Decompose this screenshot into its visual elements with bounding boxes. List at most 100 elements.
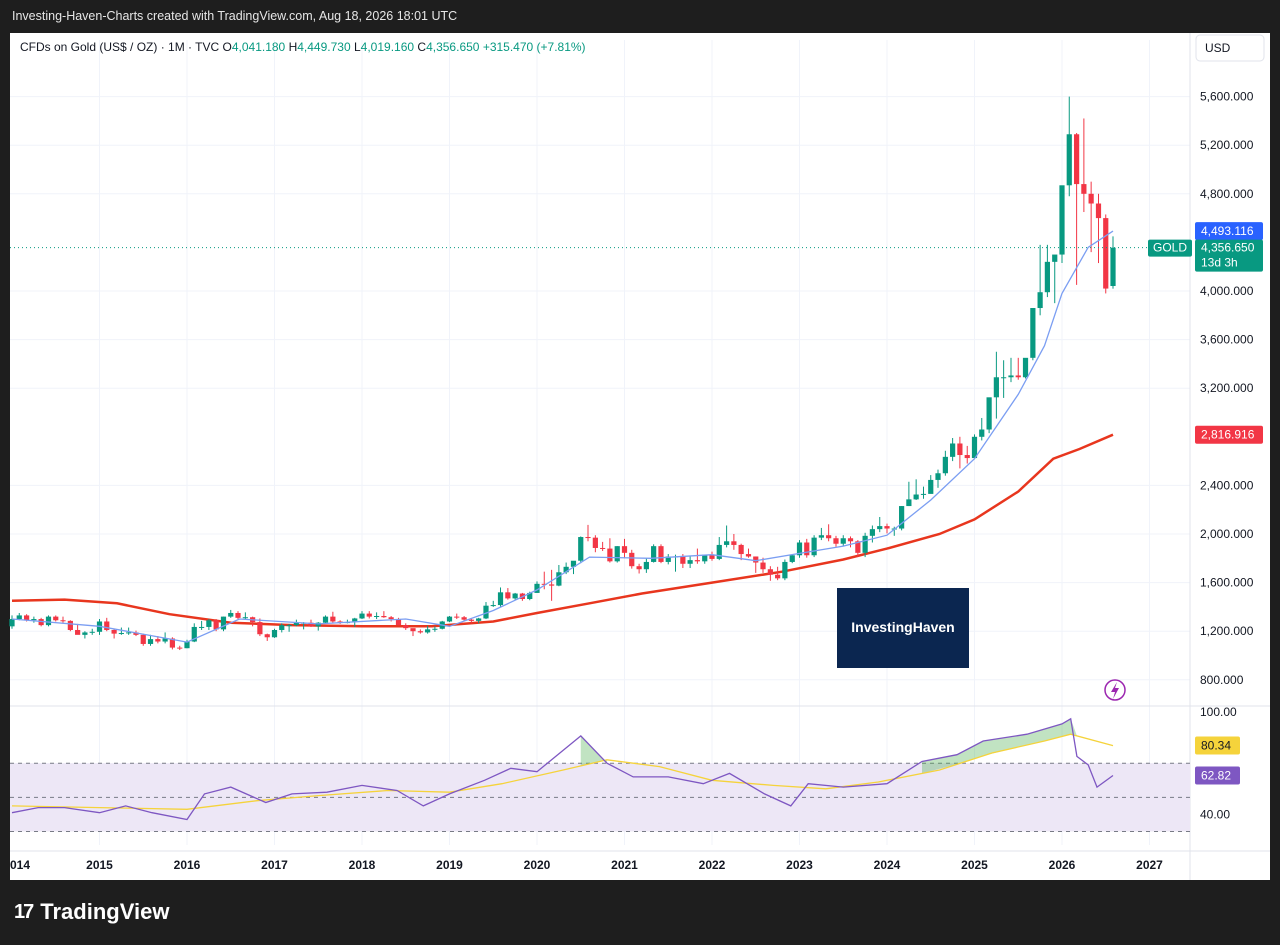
candle[interactable]: [322, 615, 329, 624]
candle[interactable]: [242, 612, 248, 620]
candle[interactable]: [1081, 118, 1087, 213]
candle[interactable]: [636, 563, 642, 574]
candle[interactable]: [468, 618, 474, 624]
candle[interactable]: [957, 436, 963, 469]
candle[interactable]: [818, 527, 824, 541]
candle[interactable]: [454, 613, 460, 620]
investinghaven-watermark[interactable]: InvestingHaven: [837, 588, 969, 668]
candle[interactable]: [643, 558, 649, 573]
candle[interactable]: [53, 615, 59, 622]
candle[interactable]: [760, 557, 766, 573]
candle[interactable]: [1066, 96, 1072, 197]
candle[interactable]: [250, 616, 256, 627]
tradingview-logo[interactable]: 17 TradingView: [14, 899, 169, 925]
candle[interactable]: [709, 551, 715, 561]
candle[interactable]: [1037, 244, 1043, 316]
candle[interactable]: [490, 600, 496, 607]
candle[interactable]: [738, 543, 744, 561]
candle[interactable]: [658, 544, 664, 564]
candle[interactable]: [745, 548, 752, 558]
candle[interactable]: [228, 609, 234, 618]
candle[interactable]: [1110, 236, 1116, 289]
candle[interactable]: [432, 626, 438, 632]
candle[interactable]: [147, 634, 154, 646]
candle[interactable]: [804, 538, 810, 558]
candle[interactable]: [82, 631, 88, 639]
candle[interactable]: [417, 629, 423, 634]
candle[interactable]: [235, 611, 241, 620]
candle[interactable]: [731, 534, 737, 550]
candle[interactable]: [257, 618, 263, 637]
candle[interactable]: [476, 617, 482, 624]
candle[interactable]: [986, 397, 992, 434]
candle[interactable]: [600, 541, 606, 552]
candle[interactable]: [45, 615, 52, 627]
candle[interactable]: [286, 623, 292, 632]
candle[interactable]: [811, 535, 817, 558]
lightning-icon[interactable]: [1104, 679, 1126, 701]
candle[interactable]: [425, 625, 431, 634]
candle[interactable]: [388, 616, 394, 622]
candle[interactable]: [869, 525, 875, 543]
candle[interactable]: [614, 546, 620, 563]
candle[interactable]: [906, 481, 912, 507]
candle[interactable]: [264, 633, 270, 641]
candle[interactable]: [483, 602, 489, 620]
candle[interactable]: [104, 617, 110, 632]
candle[interactable]: [67, 620, 73, 632]
candle[interactable]: [9, 615, 15, 629]
candle[interactable]: [38, 617, 44, 627]
candle[interactable]: [607, 538, 613, 563]
candle[interactable]: [1022, 357, 1029, 379]
candle[interactable]: [1008, 357, 1014, 383]
candle[interactable]: [271, 628, 278, 638]
candle[interactable]: [330, 611, 336, 623]
candle[interactable]: [446, 616, 453, 623]
candle[interactable]: [374, 612, 380, 620]
candle[interactable]: [775, 566, 781, 581]
candle[interactable]: [767, 566, 773, 581]
candle[interactable]: [950, 438, 956, 462]
candle[interactable]: [971, 434, 978, 460]
candle[interactable]: [753, 556, 759, 573]
candle[interactable]: [118, 627, 124, 635]
candle[interactable]: [702, 554, 708, 564]
candle[interactable]: [716, 537, 722, 561]
candle[interactable]: [687, 556, 693, 569]
candle[interactable]: [899, 506, 905, 531]
candle[interactable]: [796, 540, 803, 558]
candle[interactable]: [964, 445, 970, 464]
candle[interactable]: [592, 535, 598, 553]
candle[interactable]: [1088, 181, 1094, 253]
candle[interactable]: [403, 623, 409, 630]
candle[interactable]: [621, 538, 628, 559]
candle[interactable]: [512, 592, 518, 600]
candle[interactable]: [920, 486, 927, 499]
candle[interactable]: [31, 616, 37, 623]
candle[interactable]: [279, 623, 285, 633]
candle[interactable]: [782, 559, 788, 581]
candle[interactable]: [833, 535, 839, 547]
candle[interactable]: [993, 351, 999, 419]
candle[interactable]: [884, 523, 890, 534]
candle[interactable]: [826, 524, 832, 542]
candle[interactable]: [1030, 308, 1036, 361]
candle[interactable]: [549, 569, 555, 601]
candle[interactable]: [665, 554, 671, 565]
candle[interactable]: [541, 571, 547, 590]
candle[interactable]: [724, 525, 730, 548]
candle[interactable]: [979, 417, 985, 441]
candle[interactable]: [847, 536, 854, 548]
candle[interactable]: [1015, 357, 1021, 380]
candle[interactable]: [140, 633, 146, 646]
candle[interactable]: [651, 544, 657, 563]
candle[interactable]: [1103, 214, 1109, 294]
candle[interactable]: [1044, 244, 1050, 298]
candle[interactable]: [359, 611, 365, 620]
candle[interactable]: [410, 628, 416, 637]
candle[interactable]: [220, 616, 227, 632]
candle[interactable]: [75, 623, 81, 635]
candle[interactable]: [199, 620, 205, 630]
candle[interactable]: [1059, 185, 1065, 264]
